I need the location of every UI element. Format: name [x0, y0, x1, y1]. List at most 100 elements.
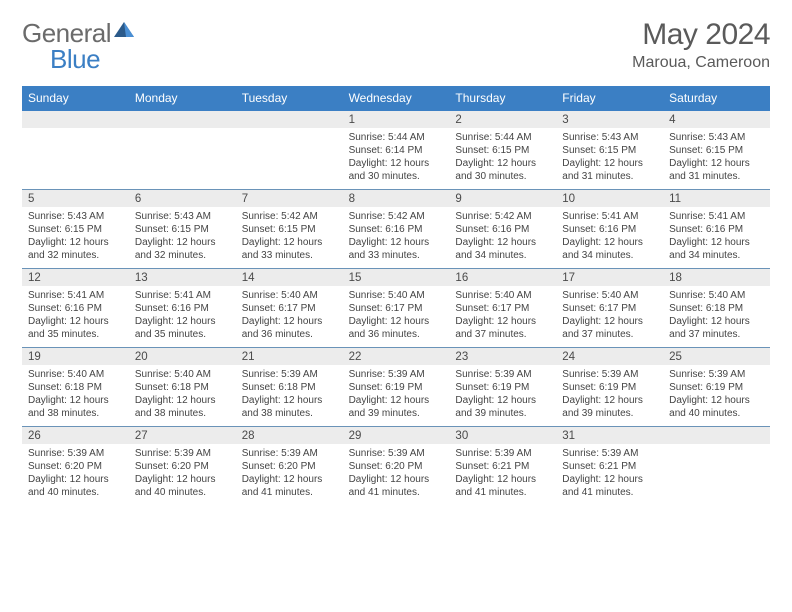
day-cell: 3Sunrise: 5:43 AMSunset: 6:15 PMDaylight… — [556, 111, 663, 189]
day-number-bar: 4 — [663, 111, 770, 128]
daylight-text: Daylight: 12 hours — [562, 394, 657, 407]
daylight-text: Daylight: 12 hours — [28, 473, 123, 486]
day-cell: 20Sunrise: 5:40 AMSunset: 6:18 PMDayligh… — [129, 348, 236, 426]
daylight-text: Daylight: 12 hours — [455, 157, 550, 170]
day-cell: 26Sunrise: 5:39 AMSunset: 6:20 PMDayligh… — [22, 427, 129, 505]
day-body: Sunrise: 5:41 AMSunset: 6:16 PMDaylight:… — [663, 207, 770, 266]
sunset-text: Sunset: 6:20 PM — [28, 460, 123, 473]
sunset-text: Sunset: 6:16 PM — [455, 223, 550, 236]
empty-day-cell — [663, 427, 770, 505]
day-cell: 8Sunrise: 5:42 AMSunset: 6:16 PMDaylight… — [343, 190, 450, 268]
sunset-text: Sunset: 6:20 PM — [349, 460, 444, 473]
daylight-text: Daylight: 12 hours — [349, 394, 444, 407]
day-number-bar: 6 — [129, 190, 236, 207]
daylight-text: Daylight: 12 hours — [562, 236, 657, 249]
sunrise-text: Sunrise: 5:39 AM — [242, 368, 337, 381]
daylight-text: and 37 minutes. — [669, 328, 764, 341]
day-body: Sunrise: 5:40 AMSunset: 6:18 PMDaylight:… — [129, 365, 236, 424]
sunrise-text: Sunrise: 5:43 AM — [669, 131, 764, 144]
sunrise-text: Sunrise: 5:40 AM — [562, 289, 657, 302]
sunrise-text: Sunrise: 5:41 AM — [562, 210, 657, 223]
calendar: SundayMondayTuesdayWednesdayThursdayFrid… — [22, 86, 770, 505]
day-number — [242, 114, 337, 126]
day-number-bar: 12 — [22, 269, 129, 286]
day-cell: 9Sunrise: 5:42 AMSunset: 6:16 PMDaylight… — [449, 190, 556, 268]
day-number: 17 — [562, 272, 657, 284]
day-number: 8 — [349, 193, 444, 205]
day-cell: 31Sunrise: 5:39 AMSunset: 6:21 PMDayligh… — [556, 427, 663, 505]
day-body: Sunrise: 5:39 AMSunset: 6:20 PMDaylight:… — [22, 444, 129, 503]
day-number: 13 — [135, 272, 230, 284]
sunrise-text: Sunrise: 5:39 AM — [349, 447, 444, 460]
sunset-text: Sunset: 6:20 PM — [135, 460, 230, 473]
sunset-text: Sunset: 6:16 PM — [349, 223, 444, 236]
daylight-text: Daylight: 12 hours — [455, 394, 550, 407]
day-number: 11 — [669, 193, 764, 205]
day-number-bar: 14 — [236, 269, 343, 286]
day-number: 3 — [562, 114, 657, 126]
day-number: 21 — [242, 351, 337, 363]
daylight-text: and 39 minutes. — [562, 407, 657, 420]
daylight-text: Daylight: 12 hours — [242, 394, 337, 407]
day-body: Sunrise: 5:40 AMSunset: 6:18 PMDaylight:… — [22, 365, 129, 424]
day-number: 1 — [349, 114, 444, 126]
day-cell: 12Sunrise: 5:41 AMSunset: 6:16 PMDayligh… — [22, 269, 129, 347]
sunset-text: Sunset: 6:19 PM — [455, 381, 550, 394]
daylight-text: and 31 minutes. — [669, 170, 764, 183]
daylight-text: Daylight: 12 hours — [562, 315, 657, 328]
sunrise-text: Sunrise: 5:39 AM — [28, 447, 123, 460]
day-number-bar: 13 — [129, 269, 236, 286]
sunset-text: Sunset: 6:15 PM — [135, 223, 230, 236]
daylight-text: and 37 minutes. — [455, 328, 550, 341]
daylight-text: and 34 minutes. — [562, 249, 657, 262]
day-number-bar: 1 — [343, 111, 450, 128]
day-cell: 13 Sunrise: 5:41 AMSunset: 6:16 PMDayligh… — [129, 269, 236, 347]
day-number — [28, 114, 123, 126]
day-number-bar: 8 — [343, 190, 450, 207]
daylight-text: Daylight: 12 hours — [28, 394, 123, 407]
day-number: 16 — [455, 272, 550, 284]
day-number: 27 — [135, 430, 230, 442]
daylight-text: and 40 minutes. — [135, 486, 230, 499]
weekday-label: Friday — [556, 86, 663, 111]
day-number-bar: 7 — [236, 190, 343, 207]
sunrise-text: Sunrise: 5:40 AM — [349, 289, 444, 302]
daylight-text: Daylight: 12 hours — [455, 236, 550, 249]
day-number: 12 — [28, 272, 123, 284]
day-number: 25 — [669, 351, 764, 363]
sunrise-text: Sunrise: 5:43 AM — [135, 210, 230, 223]
sunrise-text: Sunrise: 5:41 AM — [669, 210, 764, 223]
sunset-text: Sunset: 6:19 PM — [669, 381, 764, 394]
day-number-bar — [663, 427, 770, 444]
day-number-bar: 20 — [129, 348, 236, 365]
daylight-text: and 30 minutes. — [455, 170, 550, 183]
sunrise-text: Sunrise: 5:39 AM — [135, 447, 230, 460]
calendar-page: General Blue May 2024 Maroua, Cameroon S… — [0, 0, 792, 505]
sunset-text: Sunset: 6:16 PM — [135, 302, 230, 315]
sunset-text: Sunset: 6:18 PM — [669, 302, 764, 315]
weekday-label: Wednesday — [343, 86, 450, 111]
daylight-text: and 32 minutes. — [135, 249, 230, 262]
day-body: Sunrise: 5:39 AMSunset: 6:19 PMDaylight:… — [343, 365, 450, 424]
day-number: 31 — [562, 430, 657, 442]
day-number-bar: 16 — [449, 269, 556, 286]
sunset-text: Sunset: 6:19 PM — [349, 381, 444, 394]
day-cell: 25Sunrise: 5:39 AMSunset: 6:19 PMDayligh… — [663, 348, 770, 426]
day-number-bar — [129, 111, 236, 128]
day-number: 30 — [455, 430, 550, 442]
daylight-text: and 38 minutes. — [242, 407, 337, 420]
sunrise-text: Sunrise: 5:42 AM — [242, 210, 337, 223]
sunset-text: Sunset: 6:15 PM — [242, 223, 337, 236]
week-row: 19Sunrise: 5:40 AMSunset: 6:18 PMDayligh… — [22, 347, 770, 426]
day-body: Sunrise: 5:41 AMSunset: 6:16 PMDaylight:… — [129, 286, 236, 345]
day-number-bar: 5 — [22, 190, 129, 207]
day-number-bar: 17 — [556, 269, 663, 286]
daylight-text: Daylight: 12 hours — [669, 315, 764, 328]
day-number-bar: 19 — [22, 348, 129, 365]
day-number-bar — [22, 111, 129, 128]
daylight-text: Daylight: 12 hours — [28, 315, 123, 328]
day-cell: 30Sunrise: 5:39 AMSunset: 6:21 PMDayligh… — [449, 427, 556, 505]
day-cell: 16Sunrise: 5:40 AMSunset: 6:17 PMDayligh… — [449, 269, 556, 347]
day-number-bar: 11 — [663, 190, 770, 207]
day-cell: 7Sunrise: 5:42 AMSunset: 6:15 PMDaylight… — [236, 190, 343, 268]
